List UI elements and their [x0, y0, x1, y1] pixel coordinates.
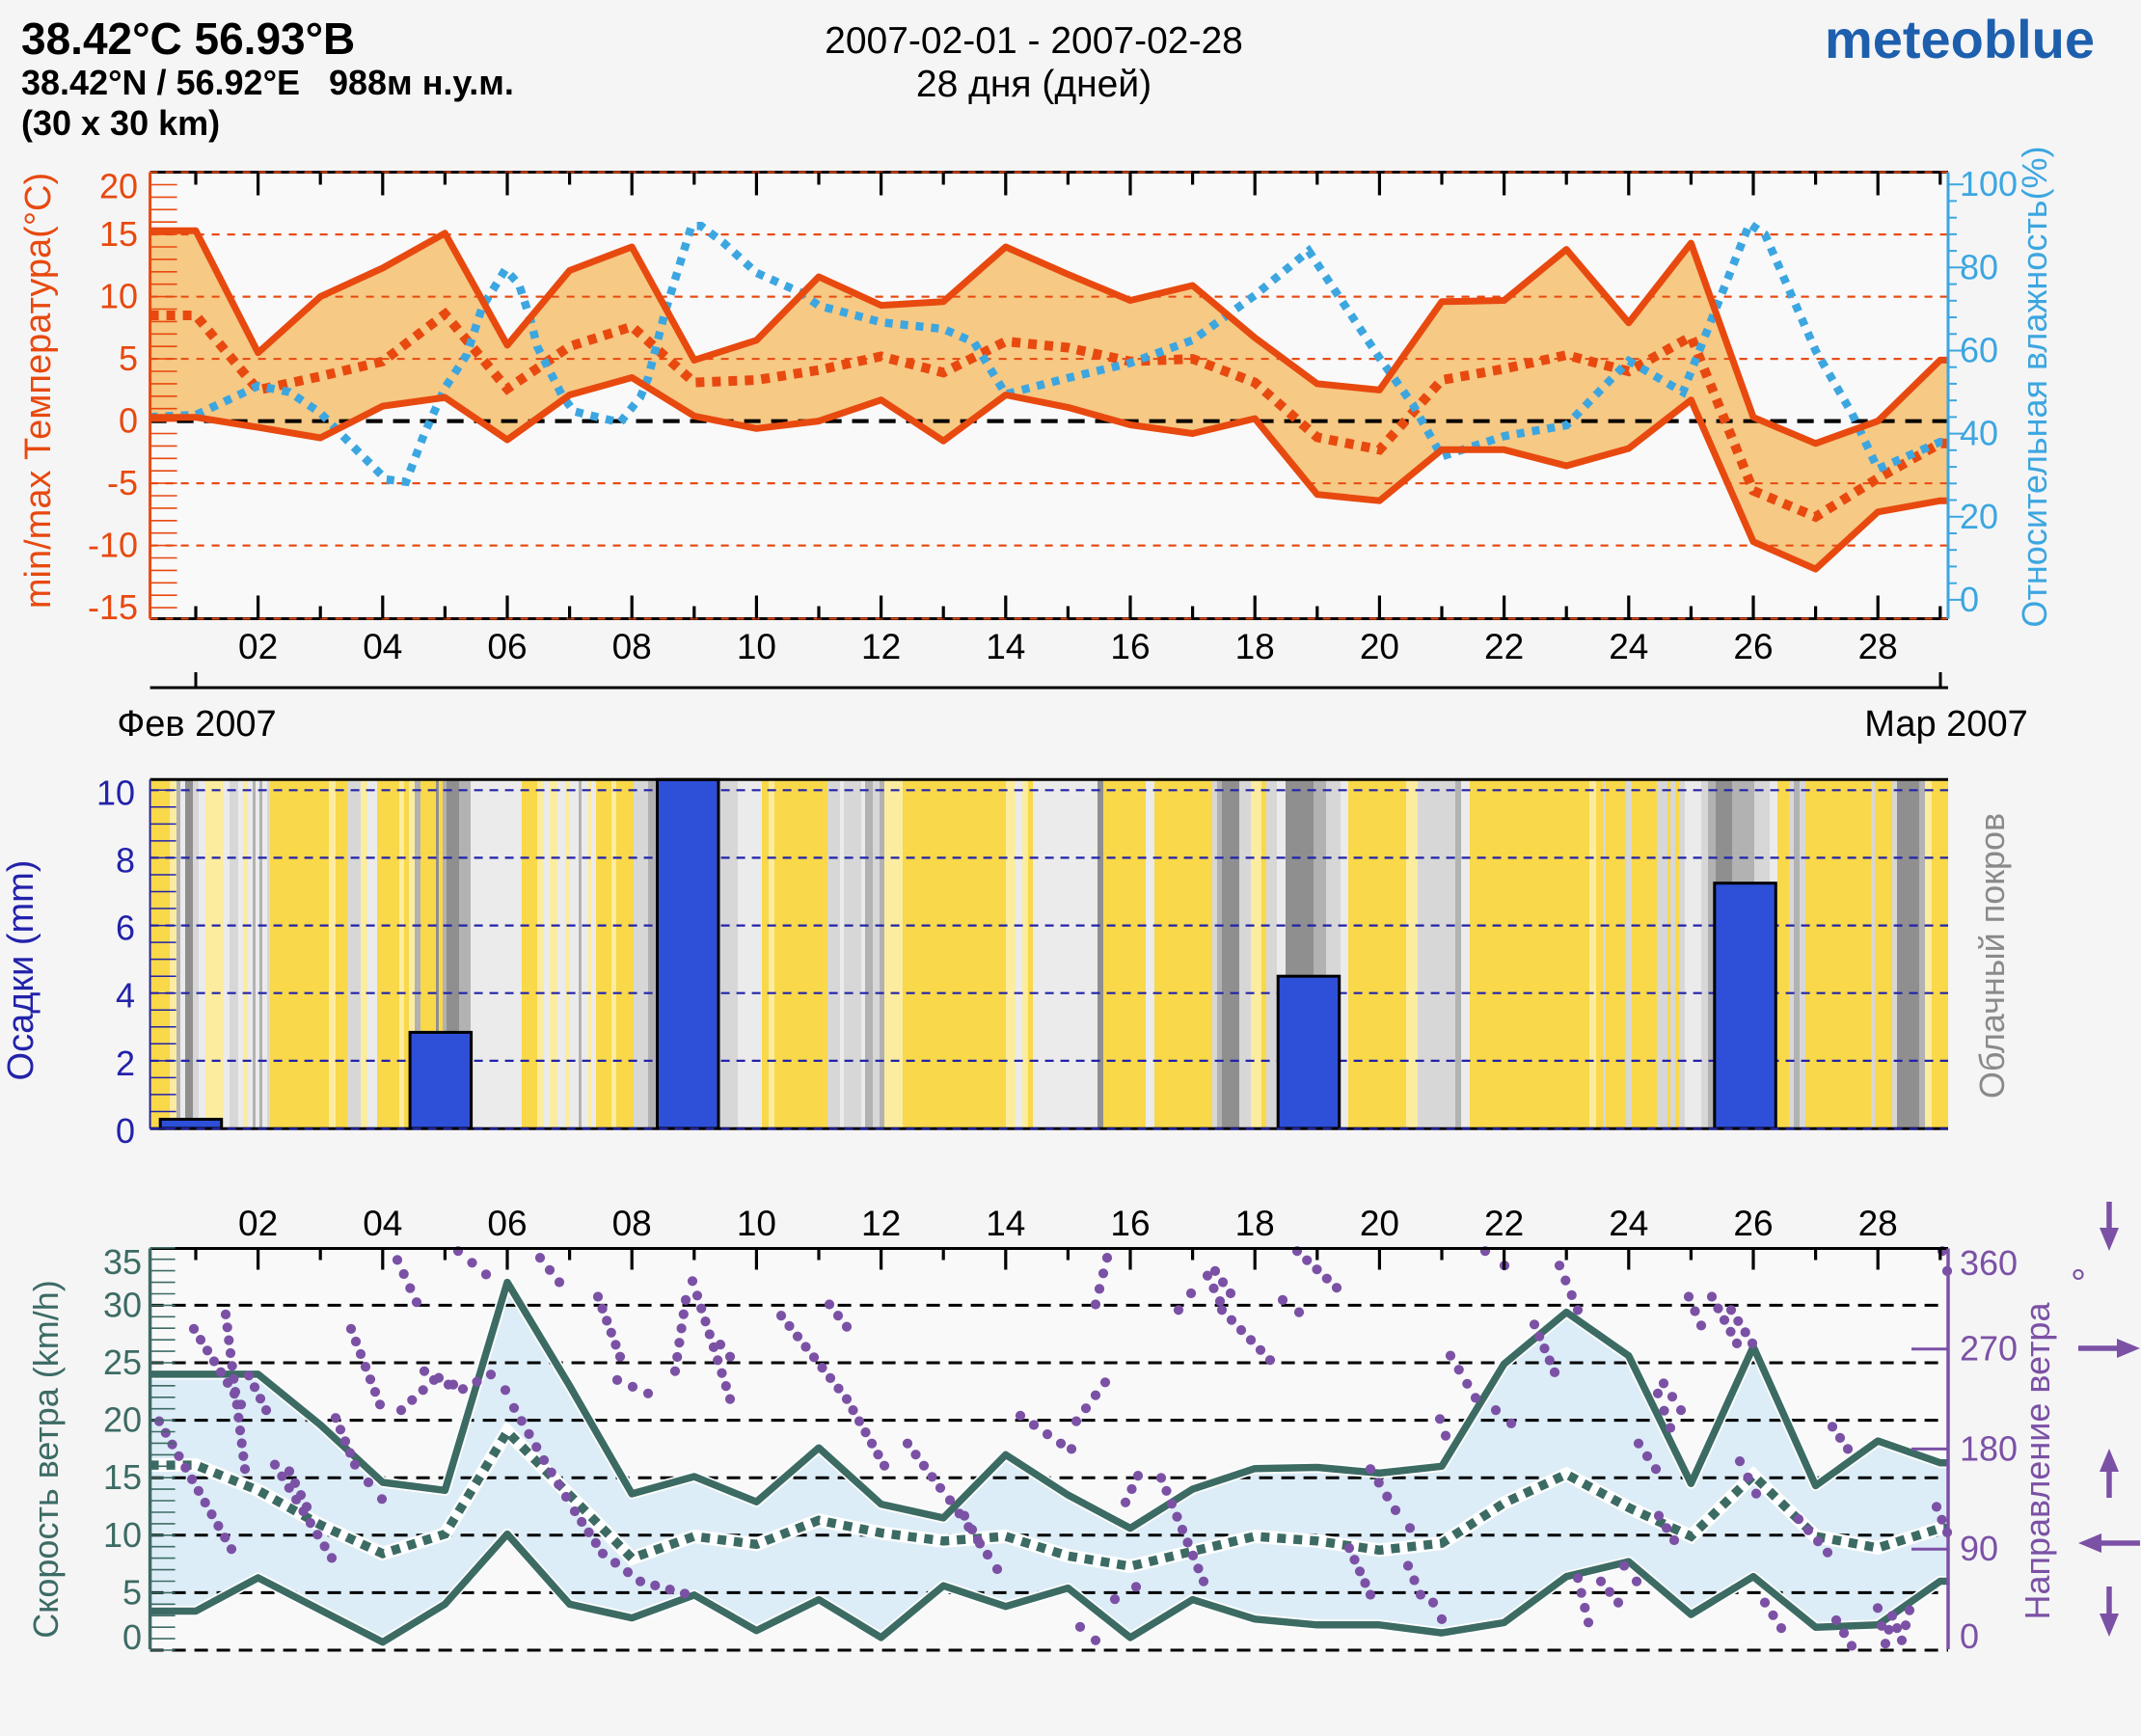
svg-text:-5: -5 — [107, 463, 138, 502]
svg-text:180: 180 — [1960, 1428, 2018, 1468]
svg-text:02: 02 — [238, 627, 278, 666]
svg-text:°: ° — [2071, 1262, 2086, 1305]
svg-text:5: 5 — [122, 1572, 142, 1612]
svg-text:20: 20 — [99, 167, 138, 206]
svg-text:270: 270 — [1960, 1329, 2018, 1369]
svg-text:30: 30 — [103, 1285, 142, 1324]
svg-text:24: 24 — [1609, 1204, 1648, 1243]
svg-text:06: 06 — [487, 1204, 527, 1243]
svg-text:min/max Температура(°C): min/max Температура(°C) — [18, 173, 59, 609]
svg-text:Относительная влажность(%): Относительная влажность(%) — [2015, 146, 2054, 627]
svg-text:0: 0 — [122, 1617, 142, 1657]
svg-text:10: 10 — [737, 627, 776, 666]
svg-text:02: 02 — [238, 1204, 278, 1243]
svg-text:Направление ветра: Направление ветра — [2018, 1302, 2057, 1620]
svg-text:16: 16 — [1110, 1204, 1150, 1243]
svg-text:0: 0 — [1960, 1616, 1979, 1656]
svg-text:2: 2 — [116, 1044, 135, 1083]
svg-text:04: 04 — [363, 627, 402, 666]
svg-text:20: 20 — [1960, 497, 1998, 536]
svg-text:360: 360 — [1960, 1243, 2018, 1283]
svg-text:20: 20 — [1360, 1204, 1399, 1243]
svg-text:0: 0 — [119, 401, 138, 441]
svg-text:12: 12 — [861, 627, 901, 666]
svg-text:18: 18 — [1235, 1204, 1275, 1243]
svg-text:26: 26 — [1733, 1204, 1773, 1243]
svg-text:60: 60 — [1960, 331, 1998, 370]
svg-text:90: 90 — [1960, 1529, 1998, 1568]
svg-text:25: 25 — [103, 1343, 142, 1382]
svg-text:12: 12 — [861, 1204, 901, 1243]
svg-text:38.42°N / 56.92°E 988м н.у.м: 38.42°N / 56.92°E 988м н.у.м. — [21, 63, 514, 102]
svg-text:Осадки (mm): Осадки (mm) — [1, 860, 41, 1081]
svg-text:24: 24 — [1609, 627, 1648, 666]
svg-text:08: 08 — [612, 1204, 652, 1243]
svg-text:22: 22 — [1484, 627, 1524, 666]
svg-text:5: 5 — [119, 339, 138, 378]
svg-text:0: 0 — [1960, 580, 1979, 619]
svg-text:04: 04 — [363, 1204, 402, 1243]
svg-text:0: 0 — [116, 1111, 135, 1151]
svg-text:26: 26 — [1733, 627, 1773, 666]
svg-text:15: 15 — [103, 1457, 142, 1497]
svg-text:35: 35 — [103, 1242, 142, 1282]
svg-text:20: 20 — [103, 1400, 142, 1440]
svg-text:06: 06 — [487, 627, 527, 666]
svg-text:18: 18 — [1235, 627, 1275, 666]
svg-text:28 дня (дней): 28 дня (дней) — [916, 64, 1152, 105]
svg-text:80: 80 — [1960, 247, 1998, 286]
svg-text:08: 08 — [612, 627, 652, 666]
svg-text:16: 16 — [1110, 627, 1150, 666]
svg-text:Фев 2007: Фев 2007 — [117, 704, 276, 745]
svg-text:2007-02-01 - 2007-02-28: 2007-02-01 - 2007-02-28 — [825, 20, 1243, 62]
svg-text:10: 10 — [96, 773, 135, 812]
svg-text:Облачный покров: Облачный покров — [1972, 813, 2012, 1099]
svg-text:meteoblue: meteoblue — [1825, 9, 2095, 69]
svg-text:15: 15 — [99, 214, 138, 254]
svg-text:10: 10 — [737, 1204, 776, 1243]
svg-text:28: 28 — [1858, 627, 1898, 666]
svg-text:Мар 2007: Мар 2007 — [1864, 704, 2027, 745]
svg-text:4: 4 — [116, 976, 135, 1016]
svg-text:100: 100 — [1960, 164, 2018, 203]
svg-text:-15: -15 — [88, 587, 138, 627]
svg-text:(30 x 30 km): (30 x 30 km) — [21, 103, 220, 143]
svg-text:8: 8 — [116, 840, 135, 880]
svg-text:-10: -10 — [88, 526, 138, 565]
svg-text:14: 14 — [986, 1204, 1025, 1243]
svg-text:28: 28 — [1858, 1204, 1898, 1243]
svg-text:10: 10 — [99, 277, 138, 316]
svg-text:20: 20 — [1360, 627, 1399, 666]
svg-text:22: 22 — [1484, 1204, 1524, 1243]
svg-text:Скорость ветра (km/h): Скорость ветра (km/h) — [26, 1280, 66, 1639]
svg-text:14: 14 — [986, 627, 1025, 666]
svg-text:10: 10 — [103, 1515, 142, 1555]
svg-text:6: 6 — [116, 909, 135, 948]
svg-text:40: 40 — [1960, 414, 1998, 453]
svg-text:38.42°C 56.93°B: 38.42°C 56.93°B — [21, 14, 355, 64]
